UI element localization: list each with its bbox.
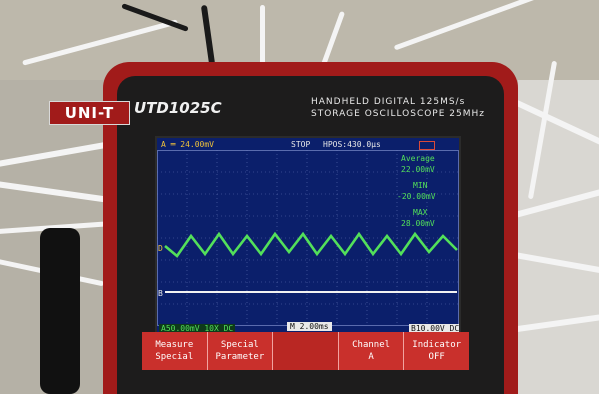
horizontal-position: HPOS:430.0μs bbox=[323, 140, 381, 149]
max-label: MAX bbox=[413, 208, 428, 217]
softkey-measure-special[interactable]: Measure Special bbox=[142, 332, 208, 370]
ch-b-ground-marker: B bbox=[158, 289, 163, 298]
ch-a-scale-readout: A ═ 24.00mV bbox=[161, 140, 214, 149]
run-status: STOP bbox=[291, 140, 311, 149]
softkey-channel[interactable]: Channel A bbox=[339, 332, 405, 370]
battery-icon bbox=[419, 141, 435, 150]
ch-b-settings: B10.00V DC bbox=[409, 324, 460, 333]
softkey-label: Indicator bbox=[412, 340, 462, 350]
waveform-grid bbox=[157, 150, 459, 326]
trace-a bbox=[164, 231, 458, 258]
softkey-special-parameter[interactable]: Special Parameter bbox=[208, 332, 274, 370]
max-value: 28.00mV bbox=[401, 219, 435, 228]
softkey-label: Special bbox=[220, 340, 259, 350]
average-value: 22.00mV bbox=[401, 165, 435, 174]
softkey-value: Parameter bbox=[215, 352, 265, 362]
caption-line-1: HANDHELD DIGITAL 125MS/s bbox=[311, 97, 466, 107]
softkey-value: OFF bbox=[428, 352, 445, 362]
probe-handle bbox=[40, 228, 80, 394]
ch-a-settings: A50.00mV 10X DC bbox=[159, 324, 236, 333]
right-bench bbox=[518, 80, 599, 394]
timebase-readout: M 2.00ms bbox=[287, 322, 332, 331]
softkey-value: A bbox=[368, 352, 374, 362]
model-name: UTD1025C bbox=[134, 99, 222, 117]
softkey-label: Measure bbox=[155, 340, 194, 350]
min-value: -20.00mV bbox=[397, 192, 436, 201]
brand-logo: UNI-T bbox=[49, 101, 130, 125]
white-cable bbox=[260, 5, 265, 75]
softkey-bar: Measure Special Special Parameter Channe… bbox=[142, 332, 469, 370]
caption-line-2: STORAGE OSCILLOSCOPE 25MHz bbox=[311, 109, 485, 119]
softkey-indicator[interactable]: Indicator OFF bbox=[404, 332, 469, 370]
ch-a-ground-marker: D bbox=[158, 244, 163, 253]
softkey-blank[interactable] bbox=[273, 332, 339, 370]
softkey-label: Channel bbox=[352, 340, 391, 350]
average-label: Average bbox=[401, 154, 435, 163]
min-label: MIN bbox=[413, 181, 428, 190]
softkey-value: Special bbox=[155, 352, 194, 362]
oscilloscope-screen: A ═ 24.00mV STOP HPOS:430.0μs D B Averag… bbox=[155, 136, 461, 338]
